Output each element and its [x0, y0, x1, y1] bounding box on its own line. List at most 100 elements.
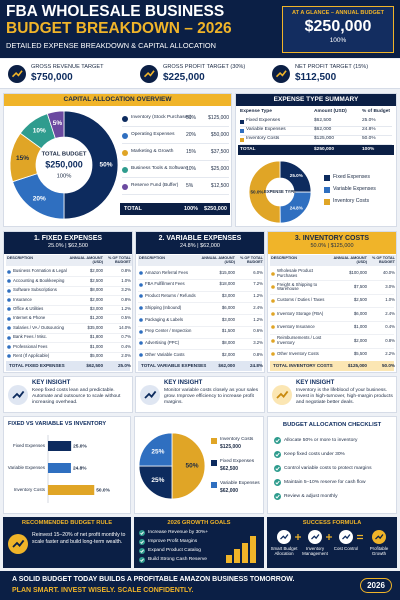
- budget-rule-panel: RECOMMENDED BUDGET RULE Reinvest 15–20% o…: [3, 517, 131, 568]
- legend-square: [324, 199, 330, 205]
- summary-swatch-rect: [240, 128, 244, 133]
- table-cell: $5,500: [353, 351, 367, 357]
- column-total-cell: $125,000: [347, 363, 367, 368]
- table-cell: $6,000: [221, 304, 235, 310]
- row-divider: [138, 349, 262, 351]
- table-cell: 0.5%: [121, 315, 131, 321]
- row-icon-dot: [139, 341, 143, 346]
- icon-glyph: [275, 70, 287, 78]
- table-column-header: ANNUAL AMOUNT (USD): [200, 255, 236, 266]
- donut-center-value: $250,000: [45, 159, 83, 169]
- icon: [272, 385, 292, 405]
- expense-type-donut: 25.0% 24.8% 50.0% EXPENSE TYPE: [248, 160, 312, 224]
- expense-column: 3. INVENTORY COSTS 50.0% | $125,000 DESCRI…: [267, 231, 397, 373]
- row-icon: [139, 329, 143, 334]
- table-cell: 2.2%: [385, 351, 395, 357]
- icon: [339, 530, 353, 544]
- table-cell: Accounting & Bookkeeping: [13, 277, 65, 283]
- checklist-panel: BUDGET ALLOCATION CHECKLIST Allocate 50% …: [267, 416, 397, 514]
- donut-center-title: TOTAL BUDGET: [42, 152, 87, 158]
- table-cell: $1,000: [89, 343, 103, 349]
- row-divider: [6, 351, 130, 353]
- growth-bars: [226, 536, 256, 563]
- legend-pct: 50%: [186, 115, 197, 121]
- kpi-value: $225,000: [163, 72, 205, 83]
- row-icon: [139, 282, 143, 287]
- slice-label: 50%: [185, 463, 198, 470]
- bar-category-label: Variable Expenses: [8, 465, 46, 470]
- legend-swatch: [211, 482, 217, 488]
- bar: [48, 441, 72, 451]
- checklist-item: Review & adjust monthly: [284, 494, 338, 499]
- legend-amount: $50,000: [210, 132, 229, 138]
- glance-label: AT A GLANCE – ANNUAL BUDGET: [291, 10, 385, 16]
- check-circle: [274, 493, 281, 500]
- column-subtitle: 24.8% | $62,000: [180, 243, 220, 249]
- row-icon: [271, 312, 275, 316]
- budget-rule-text: Reinvest 15–20% of net profit monthly to…: [32, 532, 126, 545]
- pie-slice: [138, 465, 173, 500]
- key-insight: KEY INSIGHT Inventory is the lifeblood of…: [267, 376, 397, 413]
- table-cell: Rent (If Applicable): [13, 353, 50, 359]
- legend-label: Operating Expenses: [131, 132, 175, 137]
- row-divider: [138, 337, 262, 339]
- table-cell: $2,500: [353, 297, 367, 303]
- legend-label: Inventory Costs: [220, 437, 254, 442]
- row-divider: [6, 295, 130, 297]
- panel-title: 2026 GROWTH GOALS: [167, 520, 231, 526]
- check-mark: [275, 452, 280, 457]
- summary-cell: $125,000: [314, 136, 335, 141]
- summary-cell: 24.8%: [362, 127, 376, 132]
- table-cell: 2.4%: [385, 310, 395, 316]
- row-icon: [7, 316, 11, 321]
- formula-step: Profitable Growth: [369, 546, 389, 557]
- slice-label: 25%: [151, 449, 164, 456]
- table-cell: $18,000: [219, 281, 235, 287]
- legend-divider: [122, 126, 229, 127]
- row-icon-dot: [271, 271, 275, 276]
- summary-column-header: Expense Type: [240, 109, 272, 114]
- table-cell: Amazon Referral Fees: [145, 269, 188, 275]
- column-total-cell: $62,500: [86, 363, 103, 368]
- check-mark: [275, 480, 280, 485]
- row-icon: [139, 306, 143, 310]
- column-subtitle: 50.0% | $125,000: [310, 243, 354, 249]
- formula-step: Smart Budget Allocation: [270, 546, 298, 557]
- check-circle: [274, 479, 281, 486]
- insight-title: KEY INSIGHT: [164, 380, 203, 386]
- legend-pct: 15%: [186, 149, 197, 155]
- row-icon-dot: [271, 352, 275, 357]
- pie-slice: [248, 160, 281, 224]
- decor-bar: [242, 543, 248, 563]
- insight-title: KEY INSIGHT: [32, 380, 71, 386]
- icon-glyph: [276, 390, 289, 399]
- table-column-header: DESCRIPTION: [138, 255, 200, 266]
- check-icon: [274, 451, 281, 458]
- legend-label: Variable Expenses: [333, 186, 376, 192]
- table-cell: 3.2%: [121, 287, 131, 293]
- footer-line-1: A SOLID BUDGET TODAY BUILDS A PROFITABLE…: [12, 576, 295, 583]
- row-icon-dot: [7, 354, 11, 359]
- check-mark: [275, 494, 280, 499]
- growth-goal-item: Improve Profit Margins: [148, 539, 198, 544]
- title-line-2: BUDGET BREAKDOWN – 2026: [6, 20, 232, 37]
- legend-label: Reserve Fund (Buffer): [131, 183, 179, 188]
- table-cell: Customs / Duties / Taxes: [277, 297, 325, 303]
- icon: [140, 65, 158, 83]
- check-icon: [274, 437, 281, 444]
- row-icon: [139, 271, 143, 275]
- table-cell: 3.2%: [253, 340, 263, 346]
- icon: [272, 65, 290, 83]
- icon-glyph: [280, 534, 289, 540]
- table-cell: $3,000: [221, 293, 235, 299]
- summary-cell: 25.0%: [362, 118, 376, 123]
- icon: [140, 385, 160, 405]
- legend-label: Inventory (Stock Purchases): [131, 115, 192, 120]
- summary-cell: Inventory Costs: [246, 136, 280, 141]
- check-circle: [274, 451, 281, 458]
- table-cell: 7.2%: [253, 281, 263, 287]
- row-divider: [6, 304, 130, 306]
- glance-pct: 100%: [329, 37, 347, 44]
- row-divider: [6, 332, 130, 334]
- growth-goal-item: Build Strong Cash Reserve: [148, 557, 207, 562]
